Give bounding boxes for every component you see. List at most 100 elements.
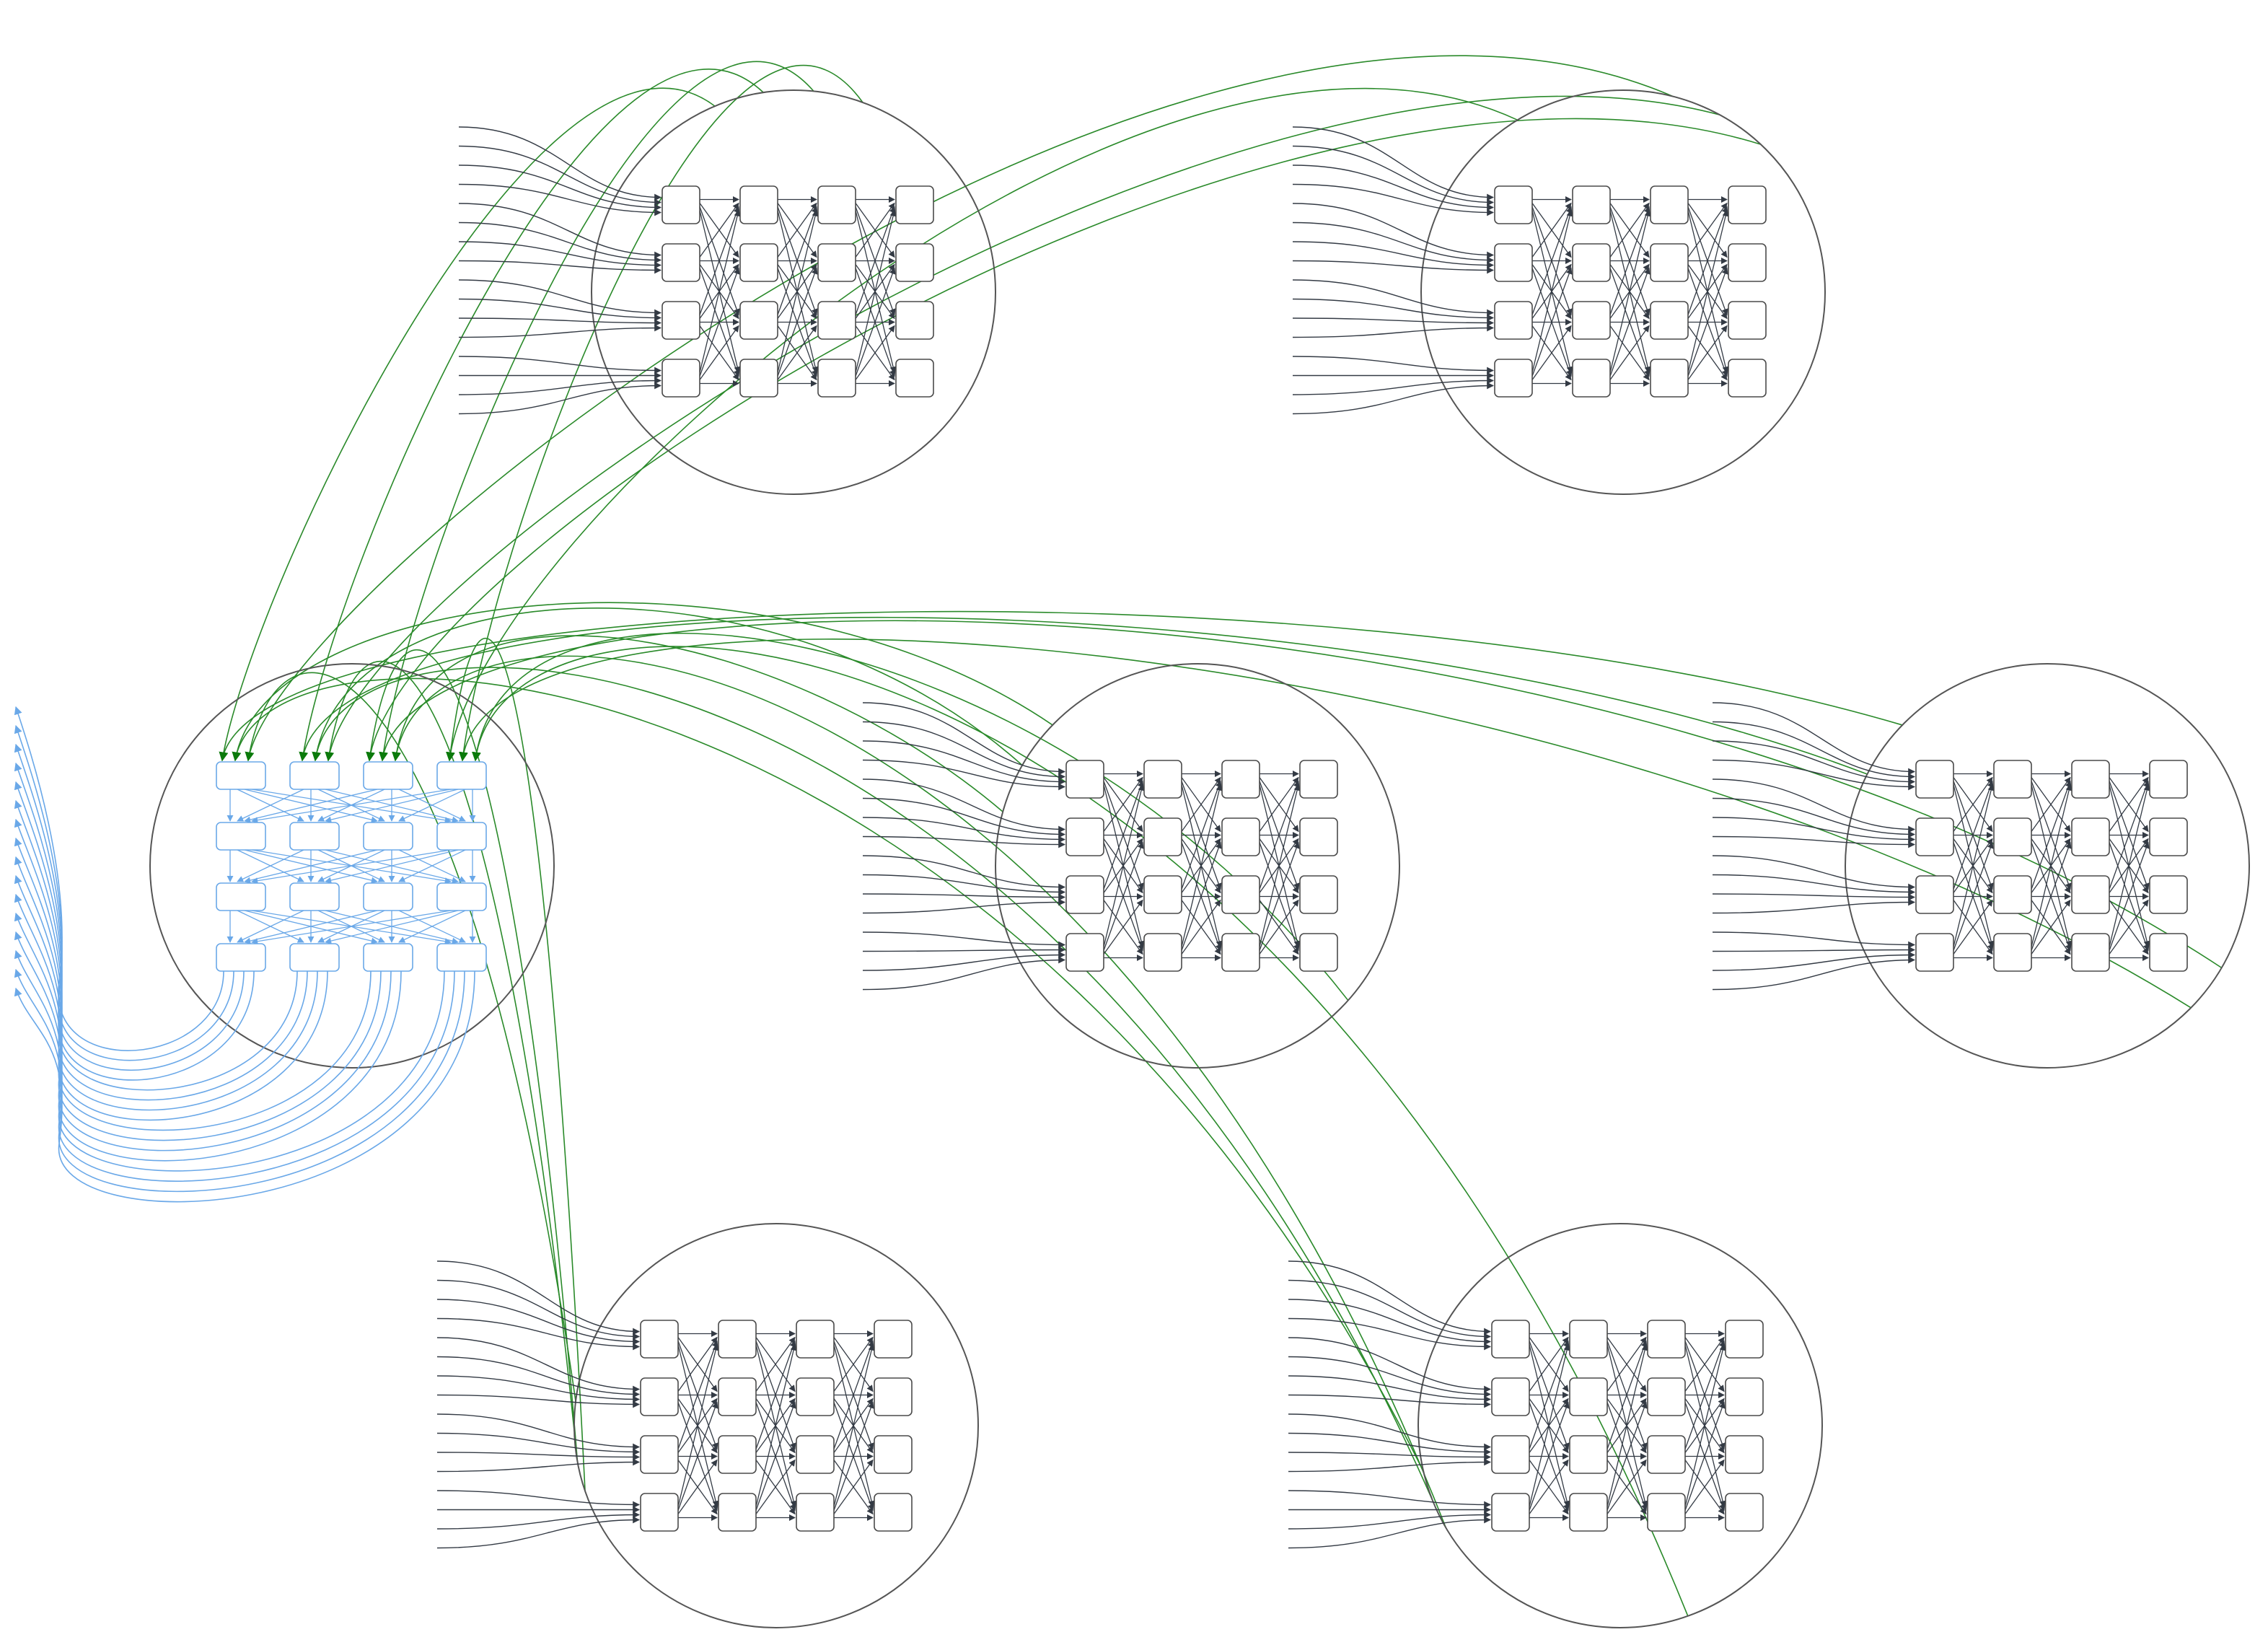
node — [1993, 817, 2032, 856]
input-line — [1288, 1394, 1491, 1408]
input-line — [1292, 356, 1494, 374]
clusters — [14, 89, 2250, 1628]
edge — [1103, 899, 1143, 955]
edge — [699, 206, 740, 315]
node — [2071, 817, 2110, 856]
input-line — [1292, 203, 1494, 259]
edge — [1684, 1401, 1726, 1511]
node — [1572, 301, 1611, 340]
edge — [1606, 1340, 1648, 1449]
node — [662, 243, 700, 282]
input-line — [1292, 260, 1494, 274]
node — [2149, 817, 2188, 856]
node — [895, 185, 934, 224]
layer-edges — [1529, 1330, 1726, 1522]
node — [796, 1493, 835, 1532]
node — [1221, 817, 1260, 856]
node — [1221, 760, 1260, 799]
node — [1299, 933, 1338, 972]
edge — [699, 325, 739, 380]
node — [1572, 243, 1611, 282]
input-line — [436, 1516, 640, 1549]
node — [1647, 1377, 1686, 1416]
input-line — [436, 1356, 640, 1398]
edge — [237, 910, 304, 943]
node — [1491, 1320, 1530, 1359]
input-line — [1292, 298, 1494, 322]
input-line — [1712, 721, 1915, 781]
input-line — [436, 1511, 640, 1530]
node — [662, 301, 700, 340]
node — [718, 1435, 757, 1474]
node — [1491, 1377, 1530, 1416]
edge — [1181, 784, 1223, 947]
edge — [1687, 209, 1729, 373]
input-line — [436, 1458, 640, 1473]
node — [1494, 359, 1533, 398]
edge — [1181, 899, 1221, 955]
input-line — [862, 797, 1065, 838]
layer-edges — [1953, 770, 2150, 962]
cluster-outline — [995, 663, 1400, 1069]
input-line — [1712, 951, 1915, 971]
edge — [2109, 841, 2150, 951]
cross-link — [299, 69, 764, 762]
input-line — [862, 817, 1065, 843]
node — [2071, 933, 2110, 972]
edge — [777, 325, 817, 380]
edge — [755, 1343, 797, 1507]
node — [1728, 301, 1767, 340]
input-line — [458, 382, 662, 415]
input-line — [458, 241, 662, 269]
cluster-outline — [1418, 1223, 1823, 1628]
edge — [2109, 899, 2149, 955]
output-curve — [14, 818, 318, 1111]
input-line — [1292, 145, 1494, 206]
edge — [1606, 1336, 1647, 1392]
node — [1915, 875, 1954, 914]
input-line — [1712, 956, 1915, 991]
node — [895, 243, 934, 282]
cluster-outline — [591, 89, 996, 495]
edge — [244, 849, 378, 884]
node — [1494, 185, 1533, 224]
edge — [855, 206, 896, 315]
node — [1915, 933, 1954, 972]
input-line — [862, 835, 1065, 848]
edge — [251, 910, 452, 945]
node — [1993, 760, 2032, 799]
cross-link — [245, 672, 576, 1402]
edge — [855, 202, 895, 258]
node — [817, 301, 856, 340]
edge — [2109, 776, 2149, 832]
input-line — [862, 759, 1065, 791]
cluster-outline — [1845, 663, 2250, 1069]
node — [739, 185, 778, 224]
node — [796, 1320, 835, 1359]
node — [1915, 817, 1954, 856]
node — [640, 1435, 679, 1474]
node — [436, 761, 487, 790]
input-line — [1288, 1356, 1491, 1398]
input-line — [436, 1432, 640, 1456]
input-line — [862, 898, 1065, 914]
input-line — [862, 740, 1065, 786]
edge — [244, 910, 378, 944]
nodes — [640, 1320, 913, 1532]
edge — [855, 267, 896, 377]
edge — [833, 1336, 874, 1392]
edge — [1684, 1336, 1725, 1392]
edge — [1606, 1401, 1648, 1511]
node — [796, 1435, 835, 1474]
input-line — [436, 1413, 640, 1451]
edge — [833, 1340, 874, 1449]
edge — [1684, 1459, 1725, 1514]
input-line — [458, 183, 662, 216]
output-curve — [14, 837, 328, 1121]
node — [640, 1377, 679, 1416]
node — [2071, 875, 2110, 914]
edge — [2031, 780, 2072, 890]
edge — [1953, 899, 1993, 955]
edge — [1609, 325, 1650, 380]
node — [1569, 1493, 1608, 1532]
